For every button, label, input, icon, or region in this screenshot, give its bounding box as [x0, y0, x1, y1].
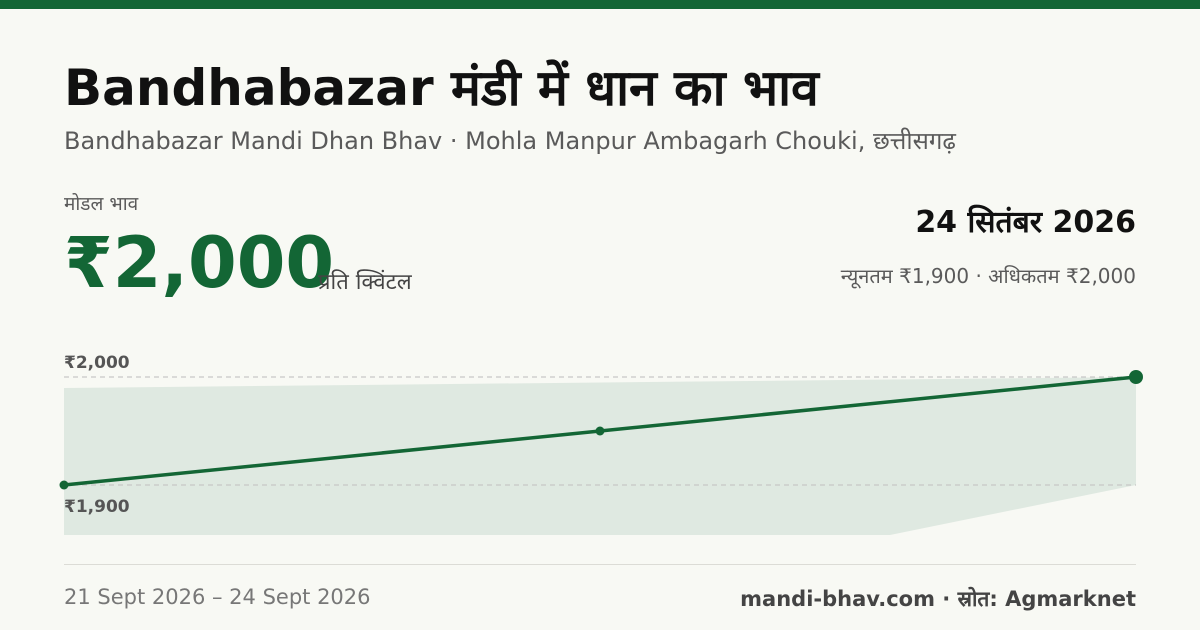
top-accent-bar: [0, 0, 1200, 9]
price-trend-chart: ₹2,000 ₹1,900: [59, 353, 1143, 535]
modal-price-label: मोडल भाव: [64, 193, 139, 215]
data-point-2: [1129, 370, 1143, 384]
footer-date-range: 21 Sept 2026 – 24 Sept 2026: [64, 585, 371, 609]
y-tick-label: ₹2,000: [64, 353, 130, 373]
min-max-range: न्यूनतम ₹1,900 · अधिकतम ₹2,000: [840, 264, 1136, 288]
footer-source: mandi-bhav.com · स्रोत: Agmarknet: [740, 587, 1136, 611]
price-date: 24 सितंबर 2026: [915, 205, 1136, 240]
price-unit: प्रति क्विंटल: [318, 270, 412, 295]
footer-divider: [64, 564, 1136, 565]
page-title: Bandhabazar मंडी में धान का भाव: [64, 59, 819, 117]
data-point-0: [59, 480, 69, 490]
data-point-1: [595, 426, 605, 436]
page-subtitle: Bandhabazar Mandi Dhan Bhav · Mohla Manp…: [64, 127, 956, 155]
min-max-band: [64, 377, 1136, 535]
modal-price-value: ₹2,000: [64, 222, 335, 304]
y-tick-label: ₹1,900: [64, 497, 130, 517]
